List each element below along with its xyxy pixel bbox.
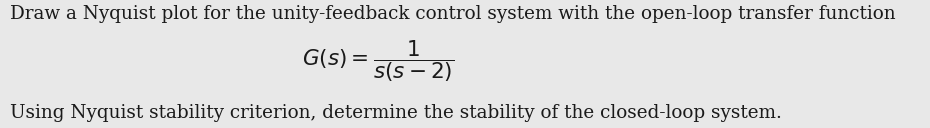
Text: Draw a Nyquist plot for the unity-feedback control system with the open-loop tra: Draw a Nyquist plot for the unity-feedba… — [10, 5, 897, 23]
Text: $G(s) = \dfrac{1}{s(s-2)}$: $G(s) = \dfrac{1}{s(s-2)}$ — [302, 39, 455, 84]
Text: Using Nyquist stability criterion, determine the stability of the closed-loop sy: Using Nyquist stability criterion, deter… — [10, 104, 782, 122]
